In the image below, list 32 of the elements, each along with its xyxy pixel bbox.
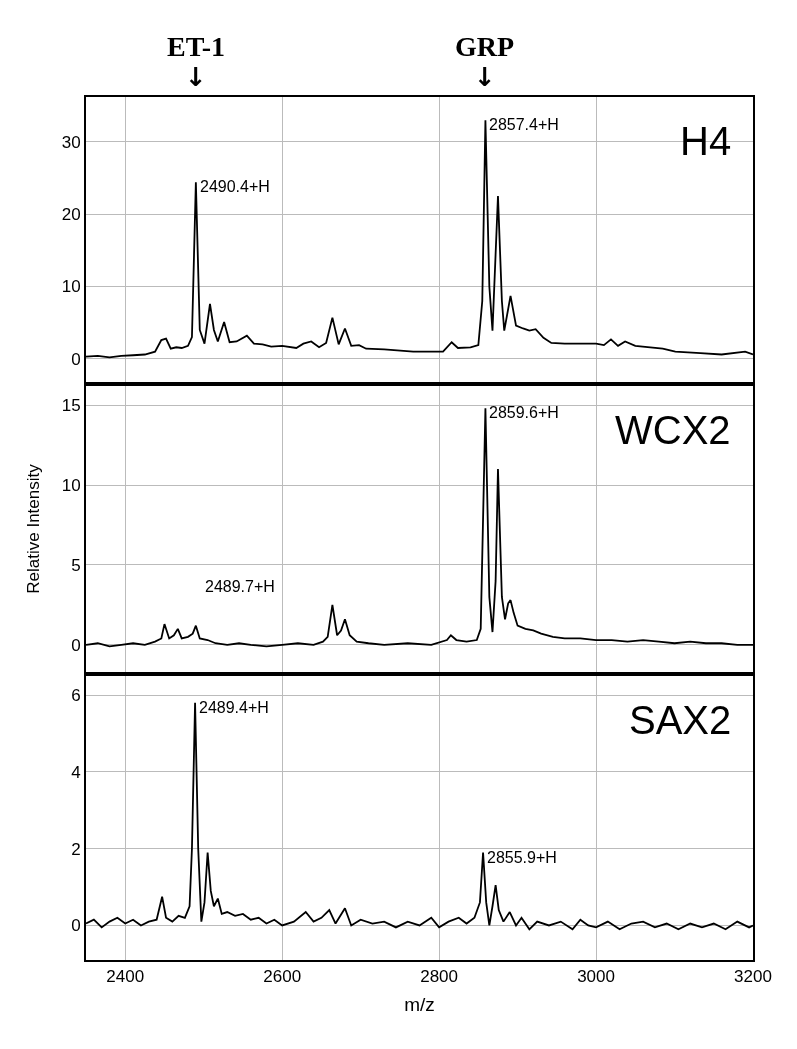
- x-tick-label: 3000: [577, 967, 615, 987]
- y-tick-label: 10: [61, 277, 81, 297]
- y-tick-label: 30: [61, 132, 81, 152]
- x-axis-title: m/z: [404, 993, 435, 1015]
- text: ↓: [474, 62, 496, 92]
- x-tick-label: 2800: [420, 967, 459, 987]
- annotation: 2489.7+H: [205, 578, 275, 595]
- text: ET-1: [167, 31, 226, 62]
- text: GRP: [455, 31, 515, 62]
- y-tick-label: 4: [71, 762, 81, 782]
- y-tick-label: 0: [71, 916, 81, 936]
- annotation: 2859.6+H: [489, 404, 559, 421]
- x-tick-label: 2400: [106, 967, 145, 987]
- y-tick-label: 20: [61, 205, 81, 225]
- x-tick-label: 3200: [734, 967, 772, 987]
- annotation: 2855.9+H: [487, 849, 557, 866]
- y-tick-label: 0: [71, 349, 81, 369]
- y-tick-label: 15: [61, 396, 81, 416]
- annotation: SAX2: [629, 698, 732, 742]
- annotation: 2857.4+H: [489, 116, 559, 133]
- x-tick-label: 2600: [263, 967, 302, 987]
- annotation: H4: [680, 119, 732, 163]
- y-axis-title: Relative Intensity: [23, 463, 43, 594]
- y-tick-label: 10: [61, 476, 81, 496]
- y-tick-label: 5: [71, 555, 81, 575]
- y-tick-label: 6: [71, 686, 81, 706]
- text: ↓: [185, 62, 207, 92]
- annotation: WCX2: [615, 408, 731, 452]
- y-tick-label: 2: [71, 839, 81, 859]
- annotation: 2490.4+H: [200, 178, 270, 195]
- annotation: 2489.4+H: [199, 699, 269, 716]
- y-tick-label: 0: [71, 635, 81, 655]
